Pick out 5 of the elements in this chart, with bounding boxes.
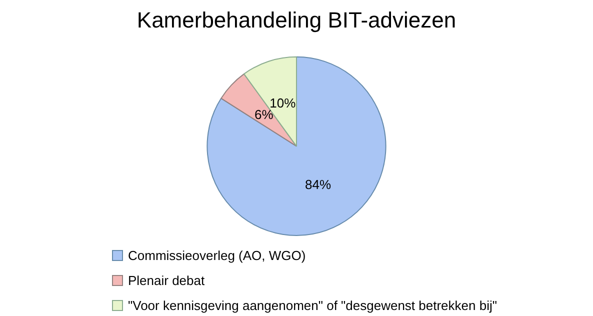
legend-label: Plenair debat [128, 273, 205, 288]
chart-title: Kamerbehandeling BIT-adviezen [136, 7, 456, 32]
legend-label: "Voor kennisgeving aangenomen" of "desgewenst betrekken bij" [128, 298, 497, 313]
legend-label: Commissieoverleg (AO, WGO) [128, 248, 306, 263]
data-label: 84% [304, 176, 332, 192]
